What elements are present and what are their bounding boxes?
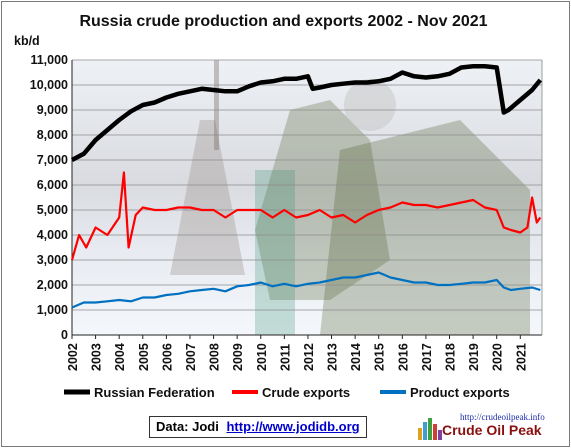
x-tick-label: 2016	[396, 343, 410, 371]
legend-label-2: Product exports	[410, 385, 510, 400]
legend-label-0: Russian Federation	[94, 385, 215, 400]
y-tick-label: 9,000	[37, 103, 68, 117]
x-tick-label: 2012	[302, 343, 316, 371]
x-tick-label: 2004	[113, 343, 127, 371]
axes	[71, 60, 543, 339]
source-box: Data: Jodi http://www.jodidb.org	[149, 416, 367, 438]
y-tick-label: 0	[61, 328, 68, 342]
logo: http://crudeoilpeak.info Crude Oil Peak	[416, 412, 564, 442]
x-tick-label: 2002	[66, 343, 80, 371]
x-tick-label: 2005	[137, 343, 151, 371]
y-tick-label: 7,000	[37, 153, 68, 167]
y-tick-label: 11,000	[30, 53, 68, 67]
source-label: Data: Jodi	[156, 419, 219, 434]
y-tick-label: 2,000	[37, 278, 68, 292]
x-tick-label: 2015	[373, 343, 387, 371]
x-tick-labels: 2002 2003 2004 2005 2006 2007 2008 2009 2010 2011…	[66, 343, 528, 371]
x-tick-label: 2003	[90, 343, 104, 371]
source-link[interactable]: http://www.jodidb.org	[226, 419, 360, 434]
y-axis-label: kb/d	[14, 34, 40, 48]
x-tick-label: 2011	[278, 344, 292, 371]
y-tick-label: 8,000	[37, 128, 68, 142]
x-tick-label: 2018	[444, 343, 458, 371]
x-tick-label: 2009	[231, 343, 245, 371]
x-tick-label: 2006	[160, 343, 174, 371]
logo-name: Crude Oil Peak	[442, 422, 542, 438]
y-tick-labels: 0 1,000 2,000 3,000 4,000 5,000 6,000 7,000 8,00…	[30, 53, 68, 342]
y-tick-label: 1,000	[37, 303, 68, 317]
x-tick-label: 2020	[491, 343, 505, 371]
y-tick-label: 6,000	[37, 178, 68, 192]
x-tick-label: 2008	[208, 343, 222, 371]
legend-label-1: Crude exports	[262, 385, 350, 400]
x-tick-label: 2013	[326, 343, 340, 371]
x-tick-label: 2007	[184, 343, 198, 371]
y-tick-label: 4,000	[37, 228, 68, 242]
logo-url: http://crudeoilpeak.info	[460, 412, 545, 422]
x-tick-label: 2010	[255, 343, 269, 371]
series-line-2	[71, 271, 541, 309]
y-tick-label: 5,000	[37, 203, 68, 217]
y-tick-label: 3,000	[37, 253, 68, 267]
legend: Russian Federation Crude exports Product e…	[64, 385, 510, 400]
x-tick-label: 2021	[514, 343, 528, 371]
x-tick-label: 2014	[349, 343, 363, 371]
x-tick-label: 2017	[420, 343, 434, 371]
x-tick-label: 2019	[467, 343, 481, 371]
logo-graphic	[418, 418, 442, 440]
series-line-1	[70, 171, 542, 261]
grid	[72, 59, 542, 311]
background-photo	[72, 60, 542, 335]
chart-title: Russia crude production and exports 2002…	[79, 13, 488, 30]
y-tick-label: 10,000	[30, 78, 68, 92]
series-lines	[70, 64, 543, 309]
series-line-0	[70, 64, 543, 162]
